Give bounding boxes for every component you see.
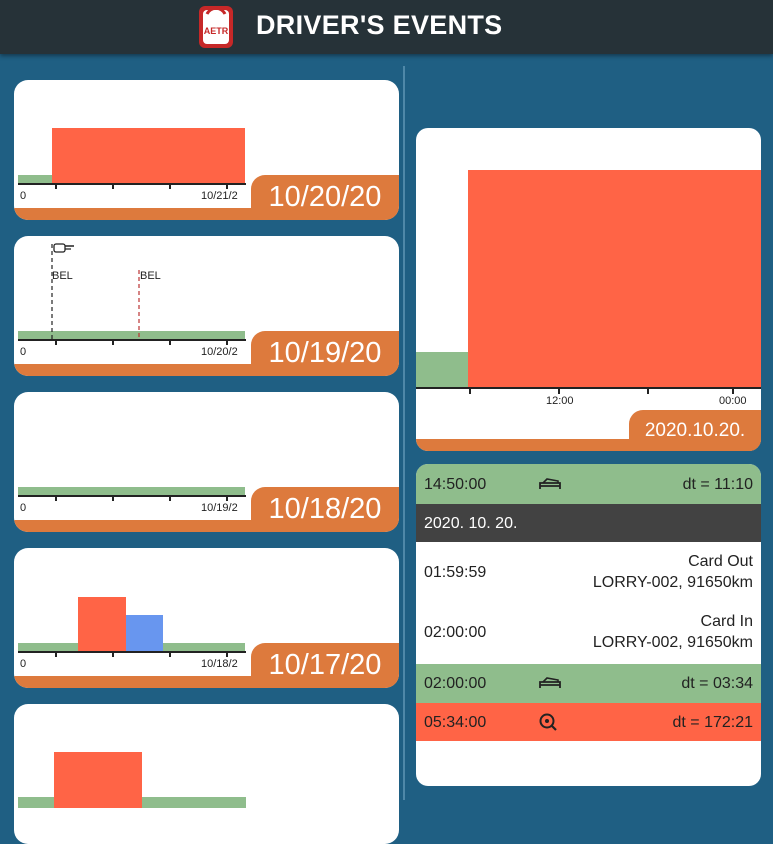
axis-end-label: 10/19/2 — [201, 502, 238, 514]
date-header-text: 2020. 10. 20. — [424, 515, 518, 532]
day-timeline-chart — [18, 487, 246, 501]
list-item-drive[interactable]: 05:34:00 dt = 172:21 — [416, 703, 761, 741]
day-date-label: 10/19/20 — [251, 331, 399, 375]
event-time: 05:34:00 — [424, 714, 487, 731]
border-marker-label: BEL — [52, 270, 73, 282]
hand-pointer-icon — [53, 243, 74, 253]
steering-wheel-icon — [539, 713, 557, 731]
bed-icon — [539, 478, 561, 489]
day-timeline-chart — [18, 752, 246, 808]
day-card-5[interactable] — [14, 704, 399, 844]
event-detail: LORRY-002, 91650km — [592, 574, 753, 591]
app-bar: AETR DRIVER'S EVENTS — [0, 0, 773, 54]
axis-end-label: 10/20/2 — [201, 346, 238, 358]
column-divider — [403, 66, 405, 800]
event-time: 14:50:00 — [424, 476, 487, 493]
axis-end-label: 10/18/2 — [201, 658, 238, 670]
list-item-card-out[interactable]: 01:59:59 Card Out LORRY-002, 91650km — [416, 542, 761, 602]
event-list: 14:50:00 dt = 11:10 2020. 10. 20. 01:59:… — [416, 464, 761, 786]
event-duration: dt = 11:10 — [682, 476, 753, 493]
event-name: Card In — [700, 613, 753, 630]
list-item-rest[interactable]: 02:00:00 dt = 03:34 — [416, 664, 761, 703]
list-date-header: 2020. 10. 20. — [416, 504, 761, 542]
detail-date-label: 2020.10.20. — [629, 410, 761, 451]
event-duration: dt = 03:34 — [681, 675, 753, 692]
day-card-4[interactable]: 0 10/18/2 10/17/20 — [14, 548, 399, 688]
event-time: 01:59:59 — [424, 564, 487, 581]
day-card-2[interactable]: BEL BEL 0 10/20/2 10/19/20 — [14, 236, 399, 376]
rest-bar — [142, 797, 246, 808]
drive-bar — [78, 597, 126, 652]
axis-end-label: 10/21/2 — [201, 190, 238, 202]
rest-bar — [18, 175, 52, 184]
list-item-card-in[interactable]: 02:00:00 Card In LORRY-002, 91650km — [416, 602, 761, 662]
svg-text:AETR: AETR — [204, 26, 229, 36]
rest-bar — [18, 487, 245, 496]
axis-start-label: 0 — [20, 658, 27, 670]
event-time: 02:00:00 — [424, 675, 487, 692]
day-date-label: 10/20/20 — [251, 175, 399, 219]
day-date-label: 10/17/20 — [251, 643, 399, 687]
day-detail-chart — [416, 170, 761, 394]
day-card-1[interactable]: 0 10/21/2 10/20/20 — [14, 80, 399, 220]
event-time: 02:00:00 — [424, 624, 487, 641]
drive-bar — [52, 128, 245, 184]
day-timeline-chart — [18, 597, 246, 657]
axis-start-label: 0 — [20, 502, 27, 514]
rest-bar — [18, 797, 54, 808]
drive-bar — [54, 752, 142, 808]
rest-bar — [416, 352, 468, 388]
list-item-rest[interactable]: 14:50:00 dt = 11:10 — [416, 464, 761, 504]
event-duration: dt = 172:21 — [672, 714, 753, 731]
bed-icon — [539, 677, 561, 688]
event-name: Card Out — [688, 553, 753, 570]
work-bar — [126, 615, 163, 652]
page-title: DRIVER'S EVENTS — [256, 10, 503, 40]
event-detail: LORRY-002, 91650km — [592, 634, 753, 651]
drive-bar — [468, 170, 761, 388]
day-card-3[interactable]: 0 10/19/2 10/18/20 — [14, 392, 399, 532]
day-timeline-chart — [18, 128, 246, 189]
axis-start-label: 0 — [20, 190, 27, 202]
axis-tick-label: 00:00 — [719, 395, 747, 407]
axis-tick-label: 12:00 — [546, 395, 574, 407]
day-date-label: 10/18/20 — [251, 487, 399, 531]
day-detail-chart-card[interactable]: 12:00 00:00 2020.10.20. — [416, 128, 761, 451]
axis-start-label: 0 — [20, 346, 27, 358]
day-timeline-chart — [18, 243, 246, 345]
rest-bar — [18, 331, 245, 340]
aetr-logo-icon: AETR — [199, 6, 233, 48]
border-marker-label: BEL — [140, 270, 161, 282]
